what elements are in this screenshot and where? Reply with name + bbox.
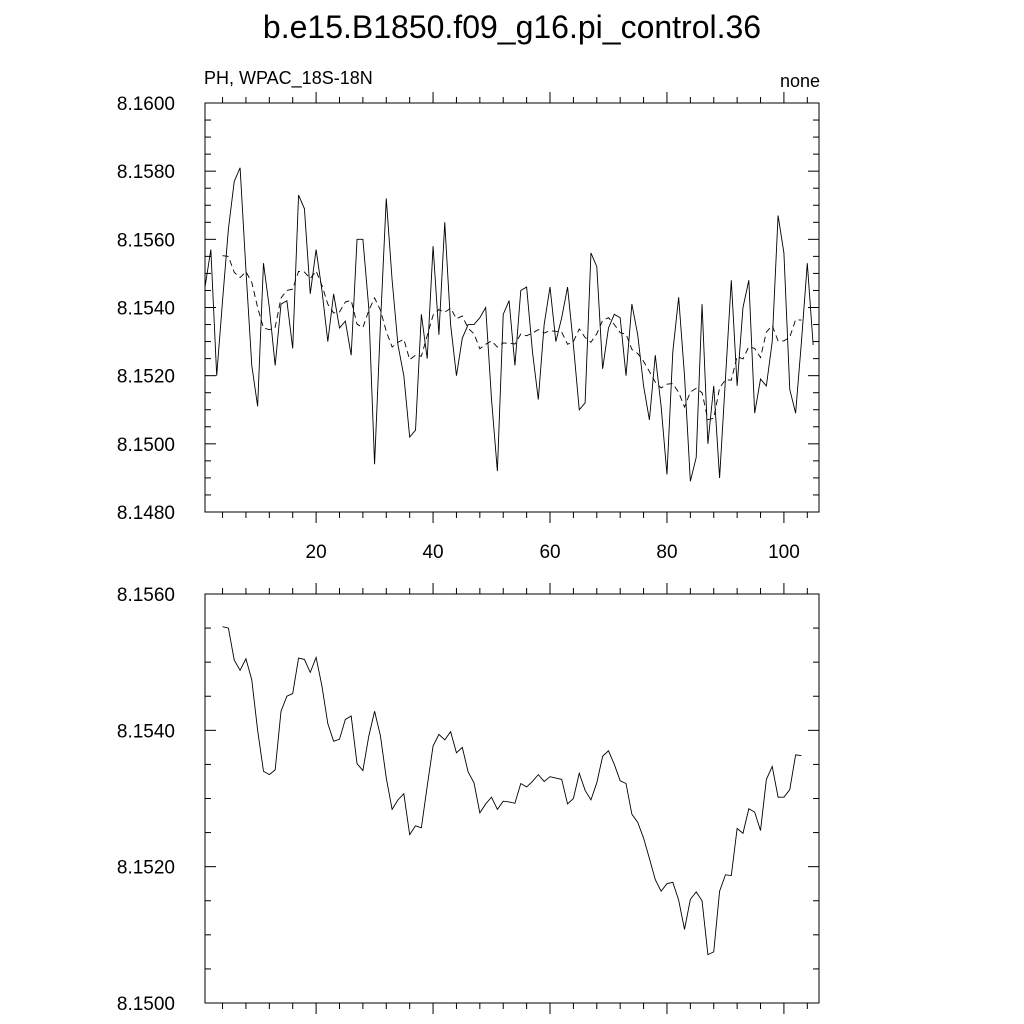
y-tick-label: 8.1520 [117, 367, 175, 388]
right-string: none [780, 71, 820, 91]
x-tick-label: 60 [539, 542, 560, 563]
y-tick-label: 8.1540 [117, 299, 175, 320]
bottom-panel: 8.1500 8.1520 8.1540 8.1560 [117, 583, 820, 1015]
top-panel: 8.1480 8.1500 8.1520 8.1540 8.1560 8.1580 8.16… [117, 92, 820, 563]
y-tick-label: 8.1520 [117, 858, 175, 879]
chart-title: b.e15.B1850.f09_g16.pi_control.36 [263, 9, 761, 45]
x-tick-label: 20 [306, 542, 327, 563]
y-tick-label: 8.1580 [117, 162, 175, 183]
y-tick-label: 8.1480 [117, 503, 175, 524]
y-tick-label: 8.1500 [117, 435, 175, 456]
y-tick-label: 8.1560 [117, 585, 175, 606]
bottom-series-solid-line [222, 626, 802, 956]
top-plot-frame [204, 102, 820, 513]
y-tick-label: 8.1560 [117, 230, 175, 251]
x-tick-label: 40 [422, 542, 443, 563]
top-series-dashed-line [222, 255, 802, 421]
y-tick-label: 8.1500 [117, 994, 175, 1015]
y-tick-label: 8.1600 [117, 94, 175, 115]
bottom-plot-frame [204, 593, 820, 1004]
left-string: PH, WPAC_18S-18N [204, 68, 373, 89]
y-tick-label: 8.1540 [117, 721, 175, 742]
x-tick-label: 80 [656, 542, 677, 563]
top-series-solid-line [204, 167, 814, 482]
x-tick-label: 100 [768, 542, 800, 563]
